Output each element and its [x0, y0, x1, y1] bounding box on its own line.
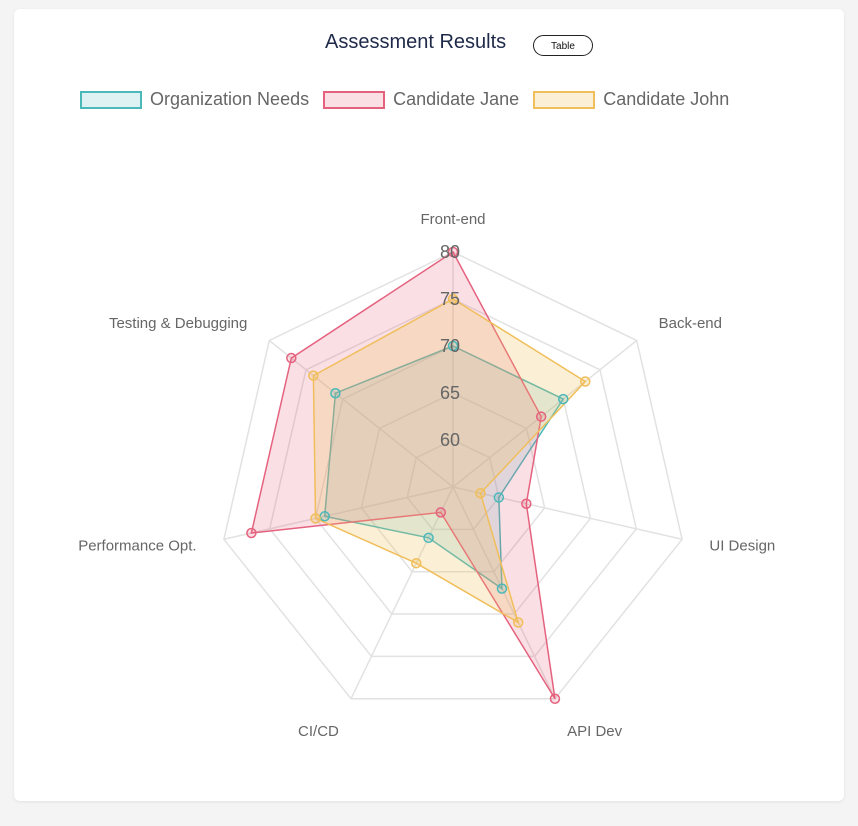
data-point: [521, 498, 532, 509]
data-point: [513, 617, 524, 628]
tick-label: 65: [440, 383, 460, 403]
chart-card: Assessment Results Table Organization Ne…: [14, 9, 844, 801]
data-point: [447, 293, 459, 305]
table-button[interactable]: Table: [533, 35, 593, 56]
tick-label: 80: [440, 242, 460, 262]
chart-legend: Organization Needs Candidate Jane Candidat…: [80, 89, 743, 111]
data-point: [308, 370, 319, 381]
tick-label: 70: [440, 336, 460, 356]
title-row: Assessment Results Table: [14, 31, 844, 61]
tick-label: 75: [440, 289, 460, 309]
data-point: [423, 532, 434, 544]
data-point: [310, 513, 321, 524]
axis-label: Front-end: [420, 211, 485, 228]
data-point: [319, 511, 330, 522]
data-point: [246, 527, 257, 539]
data-point: [475, 488, 486, 499]
grid-ring: [223, 251, 683, 700]
chart-title: Assessment Results: [325, 31, 507, 53]
axis-label: CI/CD: [298, 723, 339, 740]
axis-label: API Dev: [567, 723, 623, 740]
legend-swatch: [323, 90, 386, 109]
legend-item[interactable]: Candidate Jane: [323, 89, 519, 110]
grid-spoke: [223, 486, 454, 541]
legend-label: Candidate Jane: [393, 89, 520, 109]
data-point: [447, 246, 459, 258]
data-point: [549, 693, 561, 704]
tick-label: 60: [440, 430, 460, 450]
data-point: [447, 340, 459, 352]
data-point: [557, 393, 569, 405]
legend-label: Candidate John: [603, 89, 730, 109]
data-point: [411, 557, 422, 569]
legend-item[interactable]: Organization Needs: [80, 89, 309, 110]
data-point: [496, 583, 508, 594]
grid-spoke: [452, 486, 683, 541]
grid-spoke: [268, 339, 454, 488]
legend-item[interactable]: Candidate John: [533, 89, 729, 110]
data-point: [493, 492, 505, 503]
axis-label: UI Design: [709, 538, 775, 555]
grid-ring: [406, 439, 500, 531]
grid-ring: [268, 298, 638, 658]
data-point: [535, 411, 547, 422]
grid-ring: [314, 345, 592, 615]
grid-spoke: [350, 486, 454, 700]
legend-label: Organization Needs: [150, 89, 310, 109]
data-point: [435, 507, 447, 518]
data-point: [580, 376, 591, 387]
legend-swatch: [80, 90, 142, 109]
data-point: [286, 352, 297, 364]
data-point: [330, 387, 341, 399]
axis-label: Back-end: [659, 315, 722, 332]
axis-label: Performance Opt.: [78, 538, 196, 555]
legend-swatch: [533, 90, 596, 109]
axis-label: Testing & Debugging: [109, 315, 247, 332]
